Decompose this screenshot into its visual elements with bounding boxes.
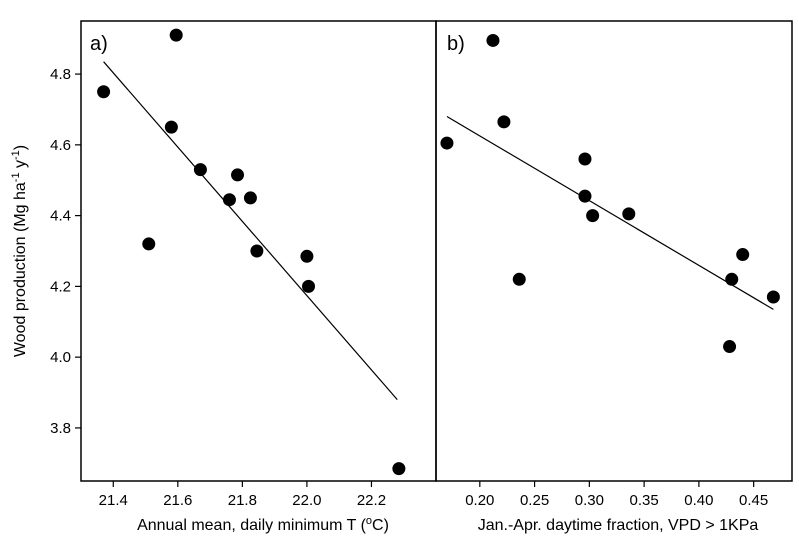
data-point-b	[497, 115, 511, 129]
data-point-b	[512, 272, 526, 286]
x-tick-label-a: 21.8	[228, 492, 257, 509]
data-point-a	[243, 191, 257, 205]
data-point-b	[486, 33, 500, 47]
x-tick-label-b: 0.45	[739, 492, 768, 509]
x-axis-title-b: Jan.-Apr. daytime fraction, VPD > 1KPa	[478, 517, 759, 534]
y-tick-label: 4.8	[50, 66, 71, 83]
data-point-b	[578, 152, 592, 166]
data-point-a	[250, 244, 264, 258]
x-tick-label-b: 0.30	[575, 492, 604, 509]
y-tick-label: 4.6	[50, 137, 71, 154]
y-tick-label: 4.4	[50, 208, 71, 225]
data-point-b	[586, 209, 600, 223]
data-point-b	[725, 272, 739, 286]
data-point-a	[97, 85, 111, 99]
regression-line-b	[446, 116, 774, 310]
regression-line-a	[103, 61, 398, 401]
data-point-b	[723, 340, 737, 354]
data-point-a	[169, 28, 183, 42]
x-tick-label-a: 21.4	[99, 492, 128, 509]
data-point-b	[622, 207, 636, 221]
y-tick-label: 4.2	[50, 278, 71, 295]
panel-a-label: a)	[90, 33, 108, 55]
y-axis-title: Wood production (Mg ha-1 y-1)	[10, 145, 29, 357]
panel-b-frame	[435, 20, 793, 482]
data-point-a	[300, 249, 314, 263]
x-tick-label-b: 0.35	[630, 492, 659, 509]
data-point-a	[164, 120, 178, 134]
data-point-a	[231, 168, 245, 182]
data-point-b	[766, 290, 780, 304]
y-tick-label: 4.0	[50, 349, 71, 366]
data-point-a	[222, 193, 236, 207]
x-tick-label-b: 0.40	[684, 492, 713, 509]
x-tick-label-b: 0.25	[520, 492, 549, 509]
data-point-b	[578, 189, 592, 203]
x-axis-title-a: Annual mean, daily minimum T (oC)	[137, 515, 389, 534]
data-point-b	[736, 248, 750, 262]
data-point-a	[302, 279, 316, 293]
data-point-a	[142, 237, 156, 251]
data-point-a	[193, 163, 207, 177]
y-tick-label: 3.8	[50, 420, 71, 437]
data-point-a	[392, 462, 406, 476]
data-point-b	[440, 136, 454, 150]
x-tick-label-a: 21.6	[163, 492, 192, 509]
x-tick-label-a: 22.2	[357, 492, 386, 509]
x-tick-label-a: 22.0	[292, 492, 321, 509]
panel-b-label: b)	[447, 33, 465, 55]
x-tick-label-b: 0.20	[465, 492, 494, 509]
